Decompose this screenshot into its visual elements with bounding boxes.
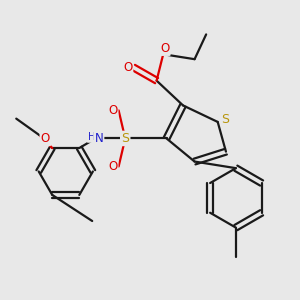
Text: S: S [221, 113, 229, 126]
Text: O: O [41, 132, 50, 145]
Text: O: O [108, 104, 117, 117]
Text: N: N [94, 132, 103, 145]
Text: S: S [121, 132, 129, 145]
Text: H: H [88, 132, 95, 142]
Text: O: O [108, 160, 117, 173]
Text: O: O [160, 42, 170, 55]
Text: O: O [123, 61, 132, 74]
